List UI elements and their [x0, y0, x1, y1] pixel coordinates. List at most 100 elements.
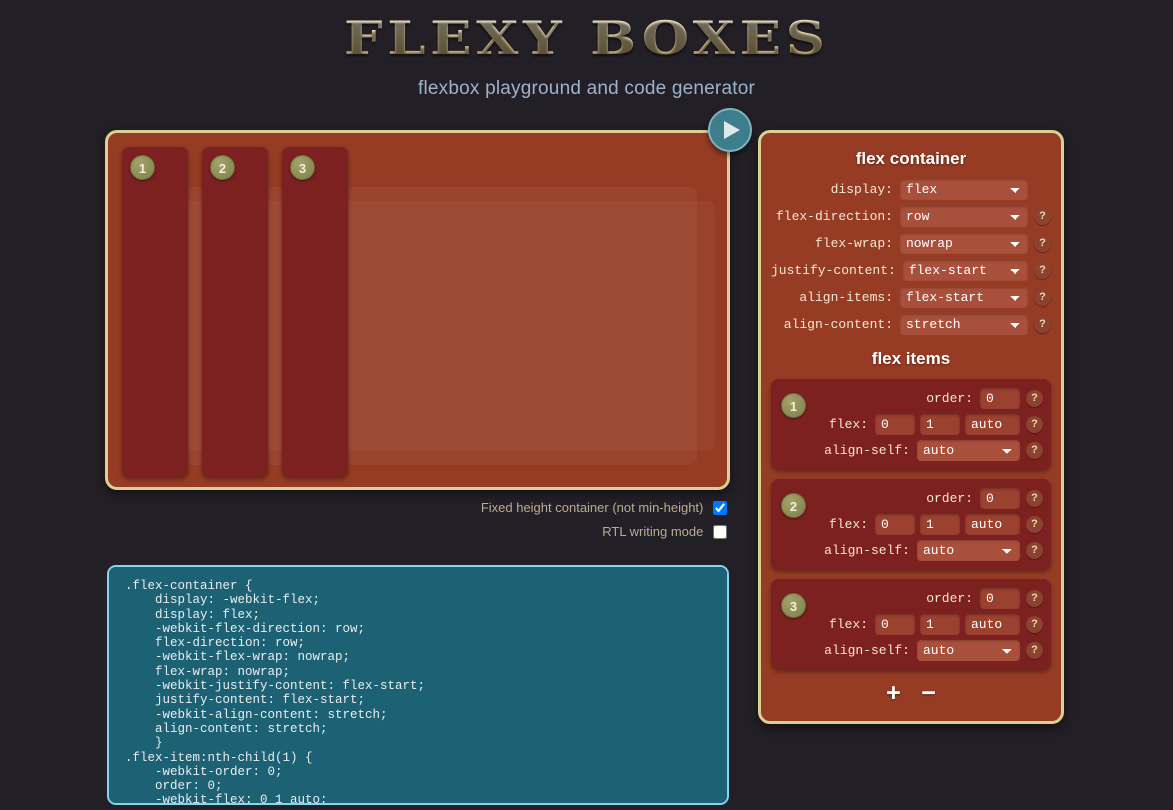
align-items-select[interactable]: flex-start — [900, 287, 1028, 308]
align-self-select[interactable]: auto — [917, 640, 1020, 661]
control-row-flex-wrap: flex-wrap: nowrap ? — [771, 233, 1051, 254]
help-icon-align-self[interactable]: ? — [1026, 642, 1043, 659]
item-row-order: order: ? — [779, 488, 1043, 509]
flex-grow-input[interactable] — [875, 514, 915, 535]
item-row-order: order: ? — [779, 588, 1043, 609]
align-self-select[interactable]: auto — [917, 540, 1020, 561]
align-items-label: align-items: — [799, 290, 893, 305]
flex-wrap-select[interactable]: nowrap — [900, 233, 1028, 254]
preview-flex-item[interactable]: 2 — [202, 147, 268, 477]
help-icon-flex[interactable]: ? — [1026, 616, 1043, 633]
page-title: FLEXY BOXES — [344, 8, 830, 68]
preview-flex-item[interactable]: 3 — [282, 147, 348, 477]
order-input[interactable] — [980, 388, 1020, 409]
preview-item-badge: 1 — [130, 155, 155, 180]
flex-basis-input[interactable] — [965, 614, 1020, 635]
flex-item-card: 2 order: ? flex: ? align-self: auto — [771, 479, 1051, 570]
settings-panel: flex container display: flex flex-direct… — [758, 130, 1064, 724]
order-input[interactable] — [980, 488, 1020, 509]
align-self-select[interactable]: auto — [917, 440, 1020, 461]
fixed-height-option[interactable]: Fixed height container (not min-height) — [105, 498, 730, 518]
item-row-align-self: align-self: auto ? — [779, 540, 1043, 561]
item-row-align-self: align-self: auto ? — [779, 640, 1043, 661]
flex-shrink-input[interactable] — [920, 414, 960, 435]
flex-item-badge: 2 — [781, 493, 806, 518]
align-content-select[interactable]: stretch — [900, 314, 1028, 335]
flex-grow-input[interactable] — [875, 614, 915, 635]
help-icon-align-items[interactable]: ? — [1034, 289, 1051, 306]
page-tagline: flexbox playground and code generator — [418, 78, 755, 99]
fixed-height-checkbox[interactable] — [713, 501, 727, 515]
flex-item-badge: 1 — [781, 393, 806, 418]
add-remove-controls: + − — [771, 679, 1051, 707]
help-icon-flex[interactable]: ? — [1026, 416, 1043, 433]
flex-label: flex: — [828, 617, 868, 632]
preview-options: Fixed height container (not min-height) … — [105, 498, 730, 546]
help-icon-order[interactable]: ? — [1026, 590, 1043, 607]
flex-container-preview[interactable]: 1 2 3 — [105, 130, 730, 490]
rtl-option[interactable]: RTL writing mode — [105, 522, 730, 542]
remove-item-button[interactable]: − — [913, 679, 944, 707]
flex-label: flex: — [828, 517, 868, 532]
flex-shrink-input[interactable] — [920, 614, 960, 635]
flex-items-heading: flex items — [871, 349, 951, 368]
order-label: order: — [926, 491, 973, 506]
flex-shrink-input[interactable] — [920, 514, 960, 535]
align-self-label: align-self: — [824, 543, 910, 558]
control-row-display: display: flex — [771, 179, 1051, 200]
justify-content-select[interactable]: flex-start — [902, 260, 1028, 281]
help-icon-align-self[interactable]: ? — [1026, 542, 1043, 559]
control-row-align-items: align-items: flex-start ? — [771, 287, 1051, 308]
flex-basis-input[interactable] — [965, 414, 1020, 435]
control-row-flex-direction: flex-direction: row ? — [771, 206, 1051, 227]
flex-item-card: 1 order: ? flex: ? align-self: auto — [771, 379, 1051, 470]
order-label: order: — [926, 591, 973, 606]
help-icon-order[interactable]: ? — [1026, 490, 1043, 507]
preview-item-badge: 3 — [290, 155, 315, 180]
order-label: order: — [926, 391, 973, 406]
help-icon-flex[interactable]: ? — [1026, 516, 1043, 533]
help-icon-align-content[interactable]: ? — [1034, 316, 1051, 333]
item-row-order: order: ? — [779, 388, 1043, 409]
preview-item-badge: 2 — [210, 155, 235, 180]
flex-grow-input[interactable] — [875, 414, 915, 435]
display-select[interactable]: flex — [900, 179, 1028, 200]
align-self-label: align-self: — [824, 443, 910, 458]
control-row-justify-content: justify-content: flex-start ? — [771, 260, 1051, 281]
flex-container-heading: flex container — [855, 149, 967, 168]
align-content-label: align-content: — [783, 317, 893, 332]
flex-label: flex: — [828, 417, 868, 432]
rtl-label: RTL writing mode — [602, 524, 704, 539]
generated-css-textarea[interactable]: .flex-container { display: -webkit-flex;… — [107, 565, 729, 805]
play-icon — [724, 121, 740, 139]
fixed-height-label: Fixed height container (not min-height) — [480, 500, 704, 515]
flex-wrap-label: flex-wrap: — [814, 236, 893, 251]
help-icon-flex-direction[interactable]: ? — [1034, 208, 1051, 225]
flex-item-badge: 3 — [781, 593, 806, 618]
justify-content-label: justify-content: — [771, 263, 896, 278]
order-input[interactable] — [980, 588, 1020, 609]
generated-code-area: .flex-container { display: -webkit-flex;… — [107, 565, 729, 805]
help-icon-align-self[interactable]: ? — [1026, 442, 1043, 459]
help-icon-flex-wrap[interactable]: ? — [1034, 235, 1051, 252]
rtl-checkbox[interactable] — [713, 525, 727, 539]
display-label: display: — [830, 182, 893, 197]
preview-flex-item[interactable]: 1 — [122, 147, 188, 477]
item-row-align-self: align-self: auto ? — [779, 440, 1043, 461]
flex-basis-input[interactable] — [965, 514, 1020, 535]
item-row-flex: flex: ? — [779, 614, 1043, 635]
help-icon-order[interactable]: ? — [1026, 390, 1043, 407]
add-item-button[interactable]: + — [878, 679, 909, 707]
item-row-flex: flex: ? — [779, 514, 1043, 535]
flex-item-card: 3 order: ? flex: ? align-self: auto — [771, 579, 1051, 670]
preview-area: 1 2 3 — [105, 108, 752, 490]
control-row-align-content: align-content: stretch ? — [771, 314, 1051, 335]
help-icon-justify-content[interactable]: ? — [1034, 262, 1051, 279]
align-self-label: align-self: — [824, 643, 910, 658]
flex-direction-select[interactable]: row — [900, 206, 1028, 227]
page-header: FLEXY BOXES flexbox playground and code … — [0, 0, 1173, 100]
item-row-flex: flex: ? — [779, 414, 1043, 435]
run-play-button[interactable] — [708, 108, 752, 152]
flex-direction-label: flex-direction: — [775, 209, 893, 224]
